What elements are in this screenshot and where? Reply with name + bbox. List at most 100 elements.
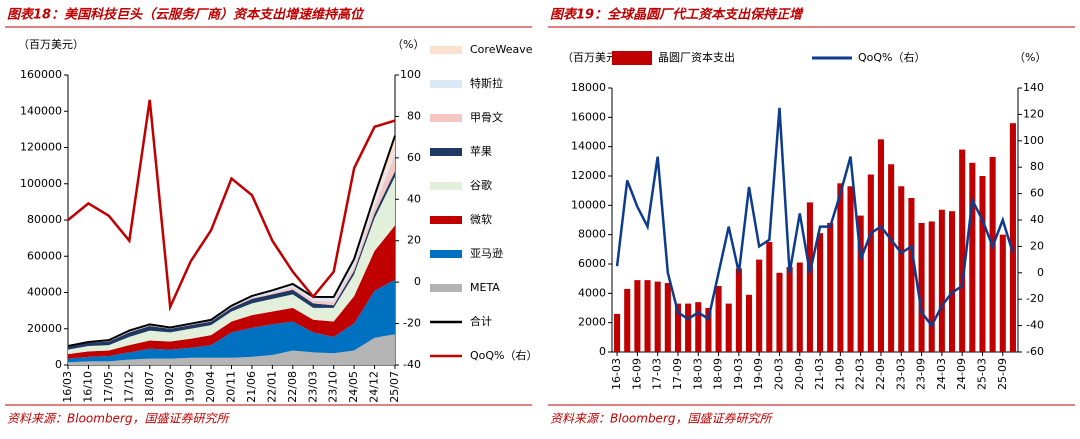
legend-swatch <box>430 46 462 54</box>
y-axis-unit: （百万美元） <box>562 51 628 64</box>
x-tick-label: 20-09 <box>793 358 806 390</box>
legend-swatch <box>612 51 652 65</box>
area <box>68 225 395 359</box>
x-tick-label: 16-09 <box>630 358 643 390</box>
y-tick-label: 6000 <box>578 257 606 270</box>
y-tick-label: 16000 <box>571 110 606 123</box>
y2-tick-label: 20 <box>1030 239 1044 252</box>
legend-swatch <box>430 148 462 156</box>
bar <box>715 286 722 352</box>
y-tick-label: 8000 <box>578 228 606 241</box>
y-tick-label: 120000 <box>20 141 62 154</box>
legend-swatch <box>430 182 462 190</box>
x-tick-label: 18-03 <box>691 358 704 390</box>
y-tick-label: 160000 <box>20 68 62 81</box>
y2-tick-label: -20 <box>403 317 421 330</box>
line <box>67 99 396 312</box>
y2-tick-label: 140 <box>1023 81 1044 94</box>
legend-label: 甲骨文 <box>470 110 503 124</box>
legend-swatch <box>430 80 462 88</box>
bar <box>674 303 682 352</box>
y-tick-label: 18000 <box>571 81 606 94</box>
bar <box>959 149 966 352</box>
bar <box>695 302 702 352</box>
y2-axis-unit: （%） <box>392 38 424 51</box>
y2-tick-label: 0 <box>414 275 421 288</box>
x-tick-label: 21-09 <box>833 358 846 390</box>
x-tick-label: 23-09 <box>915 358 928 390</box>
x-tick-label: 25-09 <box>996 358 1009 390</box>
bar <box>634 280 641 352</box>
bar <box>685 303 692 352</box>
legend-swatch <box>430 284 462 292</box>
legend-label: 苹果 <box>470 144 492 158</box>
x-tick-label: 16/10 <box>81 371 94 403</box>
bar <box>989 156 996 352</box>
x-tick-label: 20/11 <box>225 371 238 403</box>
x-tick-label: 17/12 <box>122 371 135 403</box>
y2-tick-label: 40 <box>1030 213 1044 226</box>
y-tick-label: 0 <box>599 345 606 358</box>
area <box>68 279 395 363</box>
bar <box>857 215 864 352</box>
y2-tick-label: 100 <box>1023 134 1044 147</box>
x-tick-label: 20-03 <box>772 358 785 390</box>
x-tick-label: 16-03 <box>610 358 623 390</box>
x-tick-label: 19-03 <box>732 358 745 390</box>
legend-label: QoQ%（右） <box>470 348 538 362</box>
x-tick-label: 19/09 <box>184 371 197 403</box>
y-tick-label: 12000 <box>571 169 606 182</box>
bar <box>837 183 844 352</box>
bar <box>705 308 712 352</box>
y2-tick-label: 40 <box>407 192 421 205</box>
y2-tick-label: 80 <box>1030 160 1044 173</box>
y2-tick-label: 100 <box>400 68 421 81</box>
x-tick-label: 17-03 <box>651 358 664 390</box>
source: 资料来源：Bloomberg，国盛证券研究所 <box>550 412 773 426</box>
x-tick-label: 17/05 <box>102 371 115 403</box>
bar <box>624 288 631 352</box>
bar <box>806 202 813 352</box>
bar <box>664 283 671 352</box>
x-tick-label: 19-09 <box>752 358 765 390</box>
y-tick-label: 0 <box>55 358 62 371</box>
legend-label: 亚马逊 <box>470 247 503 260</box>
x-tick-label: 24/12 <box>368 371 381 403</box>
x-tick-label: 16/03 <box>61 371 74 403</box>
y-tick-label: 10000 <box>571 198 606 211</box>
y2-tick-label: 60 <box>407 151 421 164</box>
x-tick-label: 21/06 <box>245 371 258 403</box>
legend-label: CoreWeave <box>470 43 533 56</box>
bar <box>928 221 935 352</box>
y-axis-unit: （百万美元） <box>18 38 84 51</box>
bar <box>745 294 753 352</box>
x-tick-label: 22-09 <box>874 358 887 390</box>
bar <box>867 174 874 352</box>
x-tick-label: 18-09 <box>712 358 725 390</box>
legend-swatch <box>430 114 462 122</box>
bar <box>847 186 854 352</box>
x-tick-label: 23/03 <box>306 371 319 403</box>
y2-tick-label: 60 <box>1030 187 1044 200</box>
legend-label: 合计 <box>470 314 492 328</box>
y-tick-label: 100000 <box>20 177 62 190</box>
bar <box>969 162 976 352</box>
bar <box>999 234 1006 352</box>
bar <box>1009 123 1016 352</box>
y2-tick-label: -40 <box>1026 319 1044 332</box>
bar <box>918 222 925 352</box>
bar <box>725 303 732 352</box>
x-tick-label: 20/04 <box>204 371 217 403</box>
x-tick-label: 22/08 <box>286 371 299 403</box>
bar <box>979 176 986 352</box>
line <box>615 107 1015 328</box>
bar <box>908 198 915 352</box>
y-tick-label: 140000 <box>20 104 62 117</box>
x-tick-label: 25-03 <box>975 358 988 390</box>
y2-tick-label: -20 <box>1026 292 1044 305</box>
bar <box>938 209 945 352</box>
chart-title: 图表19：全球晶圆厂代工资本支出保持正增 <box>550 7 804 23</box>
y-tick-label: 14000 <box>571 140 606 153</box>
x-tick-label: 24-03 <box>935 358 948 390</box>
